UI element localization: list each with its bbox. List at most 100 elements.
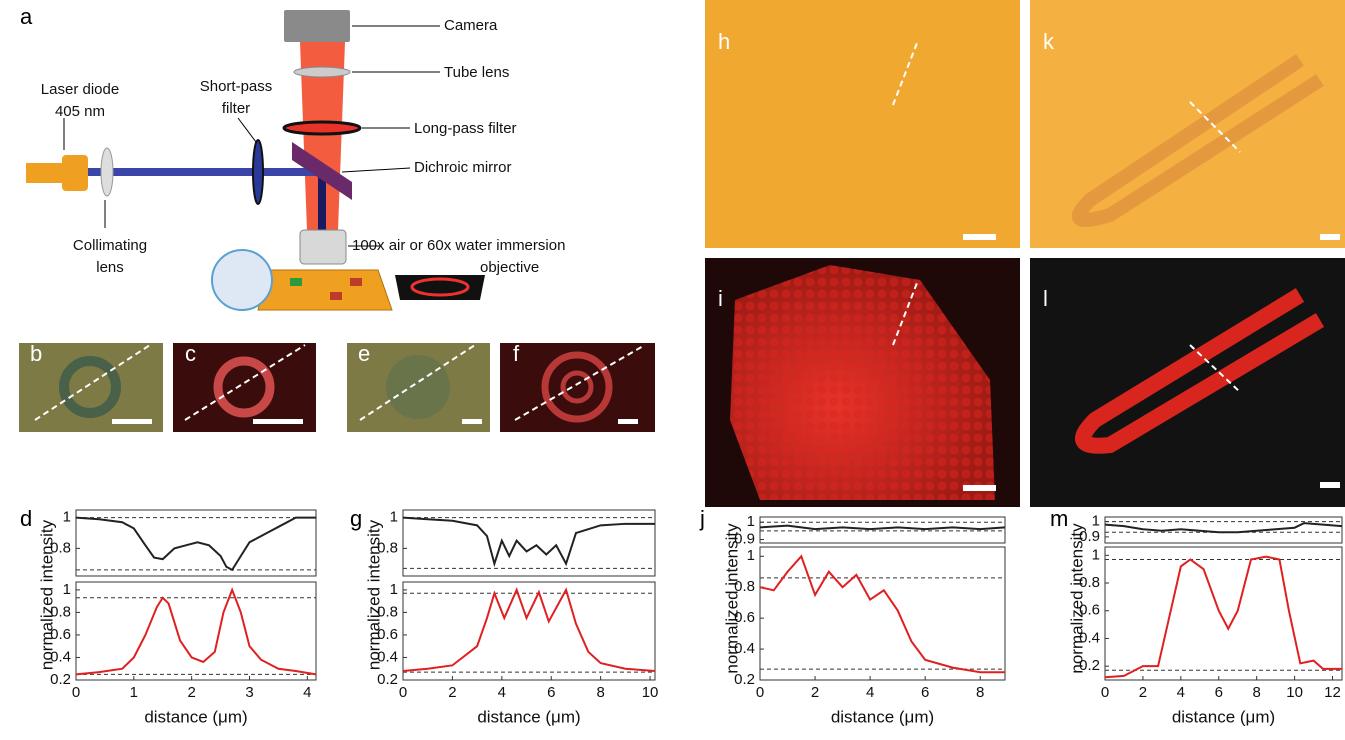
y-axis-label: normalized intensity [364,519,383,670]
shape [112,419,152,424]
x-tick-label: 6 [1215,684,1223,701]
x-axis-label: distance (μm) [477,707,580,726]
shape [1320,234,1340,240]
shape [253,140,263,204]
shape [284,10,350,42]
shape [618,419,638,424]
shape [386,355,450,419]
axes-frame [1105,547,1342,680]
axes-frame [76,582,316,680]
panel-label: k [1043,29,1055,54]
panel-label: c [185,341,196,366]
axes-frame [1105,517,1342,543]
label: Dichroic mirror [414,159,512,176]
x-tick-label: 4 [866,684,874,701]
label: Short-pass [200,78,273,95]
x-tick-label: 8 [596,684,604,701]
shape [101,148,113,196]
label: Tube lens [444,64,509,81]
panel-label: l [1043,286,1048,311]
panel-label: g [350,506,362,531]
label: filter [222,100,250,117]
shape [294,67,350,77]
label: objective [480,259,539,276]
y-tick-label: 1 [63,509,71,526]
y-tick-label: 1 [747,513,755,530]
label: 405 nm [55,103,105,120]
x-tick-label: 2 [448,684,456,701]
panel-label: e [358,341,370,366]
axes-frame [760,547,1005,680]
panel-label: j [699,506,705,531]
shape [284,122,360,134]
x-tick-label: 0 [399,684,407,701]
x-tick-label: 2 [811,684,819,701]
x-tick-label: 6 [547,684,555,701]
x-tick-label: 6 [921,684,929,701]
x-tick-label: 8 [1253,684,1261,701]
shape [54,168,316,176]
x-tick-label: 12 [1324,684,1341,701]
shape [462,419,482,424]
axes-frame [403,582,655,680]
figure: Camera Tube lens Long-pass filter Dichro… [0,0,1345,735]
x-tick-label: 3 [245,684,253,701]
x-tick-label: 1 [130,684,138,701]
shape [238,118,256,142]
shape [963,485,996,491]
y-tick-label: 1 [1092,513,1100,530]
shape [253,419,303,424]
shape [300,230,346,264]
x-axis-label: distance (μm) [831,707,934,726]
panel-label: f [513,341,520,366]
label: Collimating [73,237,147,254]
shape [212,250,272,310]
shape [963,234,996,240]
shape [330,292,342,300]
y-axis-label: normalized intensity [37,519,56,670]
panel-label: h [718,29,730,54]
y-axis-label: normalized intensity [722,523,741,674]
y-tick-label: 1 [390,509,398,526]
x-tick-label: 2 [1139,684,1147,701]
shape [350,278,362,286]
page: {"panel_labels":["a","b","c","d","e","f"… [0,0,1345,735]
shape [342,168,410,172]
x-tick-label: 10 [1286,684,1303,701]
shape [26,163,66,183]
micrographs [19,0,1345,507]
y-tick-label: 0.2 [50,671,71,688]
shape [705,0,1020,248]
axes-frame [760,517,1005,543]
label: Camera [444,17,498,34]
x-tick-label: 4 [303,684,311,701]
panel-label: a [20,4,33,29]
x-axis-label: distance (μm) [1172,707,1275,726]
x-axis-label: distance (μm) [144,707,247,726]
panel-label: d [20,506,32,531]
shape [290,278,302,286]
y-tick-label: 0.2 [377,671,398,688]
label: Long-pass filter [414,120,517,137]
panel-label: m [1050,506,1068,531]
panel-label: i [718,286,723,311]
x-tick-label: 2 [187,684,195,701]
y-tick-label: 1 [1092,546,1100,563]
label: 100x air or 60x water immersion [352,237,565,254]
y-axis-label: normalized intensity [1067,523,1086,674]
y-tick-label: 1 [63,581,71,598]
x-tick-label: 4 [1177,684,1185,701]
label: Laser diode [41,81,119,98]
panel-label: b [30,341,42,366]
label: lens [96,259,124,276]
x-tick-label: 0 [756,684,764,701]
x-tick-label: 0 [72,684,80,701]
y-tick-label: 1 [390,581,398,598]
shape [258,270,392,310]
x-tick-label: 8 [976,684,984,701]
shape [62,155,88,191]
y-tick-label: 1 [747,547,755,564]
x-tick-label: 10 [642,684,659,701]
x-tick-label: 0 [1101,684,1109,701]
shape [1320,482,1340,488]
